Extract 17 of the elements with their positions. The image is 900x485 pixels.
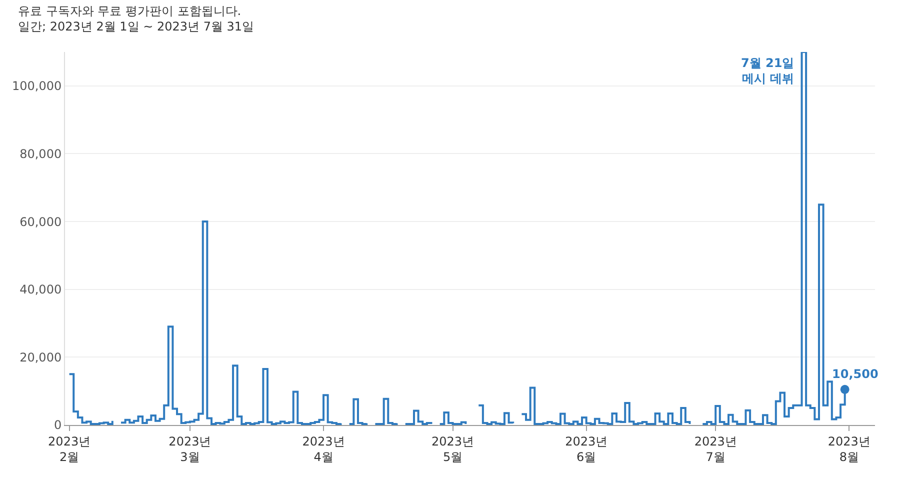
y-tick-label: 0 (54, 418, 62, 432)
chart-subtitle: 일간; 2023년 2월 1일 ~ 2023년 7월 31일 (18, 20, 254, 34)
x-tick-label: 2023년 4월 (302, 434, 345, 464)
x-tick-label: 2023년 3월 (168, 434, 212, 464)
y-tick-label: 20,000 (20, 350, 62, 364)
x-tick-label: 2023년 6월 (565, 434, 608, 464)
y-tick-label: 80,000 (20, 146, 62, 161)
y-tick-label: 100,000 (12, 79, 62, 94)
chart-title: 유료 구독자와 무료 평가판이 포함됩니다. (18, 4, 242, 18)
y-tick-label: 40,000 (20, 282, 62, 297)
y-tick-label: 60,000 (20, 214, 62, 229)
annotation: 7월 21일 메시 데뷔 (741, 56, 794, 86)
annotation: 10,500 (832, 367, 878, 381)
x-tick-label: 2023년 8월 (828, 434, 870, 464)
x-tick-label: 2023년 5월 (431, 434, 474, 464)
x-tick-label: 2023년 7월 (694, 434, 737, 464)
x-tick-label: 2023년 2월 (48, 434, 91, 464)
